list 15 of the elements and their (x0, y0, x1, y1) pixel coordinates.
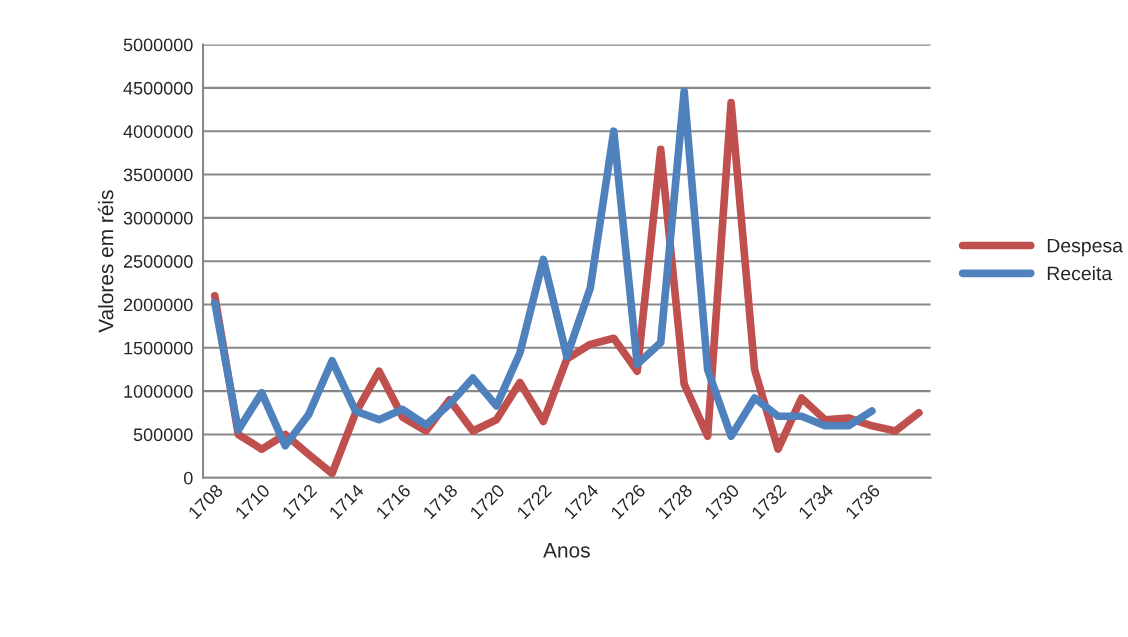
y-tick-label: 1500000 (124, 341, 193, 355)
y-tick-label: 0 (183, 471, 193, 485)
y-tick-label: 3500000 (123, 168, 193, 182)
y-tick-label: 500000 (133, 428, 193, 442)
y-tick-label: 2000000 (123, 298, 193, 312)
y-tick-label: 5000000 (123, 38, 193, 52)
y-tick-label: 3000000 (123, 211, 193, 225)
y-axis-title: Valores em réis (97, 190, 114, 333)
legend-label: Receita (1047, 266, 1113, 281)
y-tick-label: 4000000 (123, 125, 193, 138)
y-tick-label: 4500000 (123, 81, 193, 95)
x-axis-title: Anos (543, 543, 590, 558)
y-tick-label: 1000000 (124, 385, 193, 398)
y-tick-label: 2500000 (123, 255, 193, 268)
legend-label: Despesa (1047, 238, 1123, 257)
